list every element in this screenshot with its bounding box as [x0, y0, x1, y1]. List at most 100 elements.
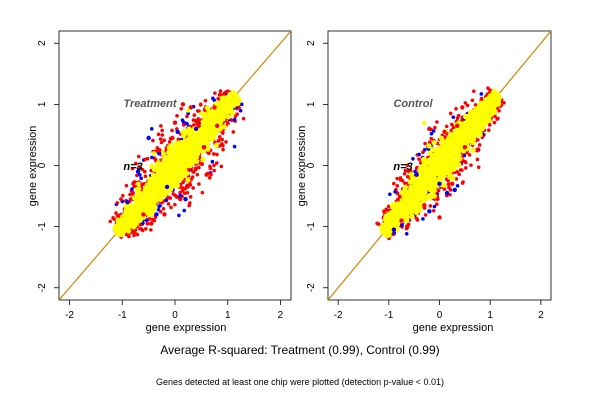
- data-point: [160, 133, 165, 137]
- data-point: [411, 157, 415, 161]
- outlier-point: [188, 105, 194, 110]
- data-point: [463, 166, 468, 170]
- data-point: [410, 185, 416, 191]
- data-point: [183, 162, 189, 169]
- data-point: [190, 175, 195, 179]
- data-point: [159, 140, 164, 145]
- data-point: [123, 225, 129, 231]
- data-point: [209, 112, 216, 118]
- data-point: [141, 221, 145, 225]
- data-point: [493, 114, 497, 119]
- data-point: [171, 167, 177, 173]
- data-point: [400, 178, 405, 183]
- data-point: [208, 133, 214, 139]
- data-point: [402, 205, 408, 211]
- data-point: [135, 194, 141, 200]
- data-point: [197, 165, 201, 170]
- data-point: [474, 111, 480, 117]
- data-point: [395, 183, 400, 188]
- data-point: [405, 163, 410, 168]
- data-point: [451, 115, 456, 119]
- outlier-point: [164, 184, 170, 190]
- y-axis-title: gene expression: [27, 126, 39, 207]
- data-point: [164, 198, 169, 203]
- data-point: [185, 153, 191, 159]
- data-point: [195, 172, 200, 177]
- data-point: [417, 157, 421, 161]
- outlier-point: [439, 138, 445, 144]
- data-point: [404, 211, 410, 217]
- data-point: [139, 197, 145, 203]
- outlier-point: [427, 126, 432, 132]
- y-axis-title: gene expression: [296, 126, 308, 207]
- data-point: [154, 165, 161, 172]
- data-point: [442, 187, 447, 191]
- data-point: [453, 128, 460, 134]
- data-point: [135, 173, 139, 178]
- data-point: [156, 132, 161, 137]
- outlier-point: [462, 144, 468, 150]
- data-point: [455, 116, 460, 121]
- data-point: [172, 140, 179, 147]
- data-point: [165, 158, 171, 164]
- data-point: [195, 109, 200, 113]
- data-point: [197, 182, 201, 186]
- x-tick-label: 2: [538, 310, 544, 321]
- data-point: [185, 114, 189, 119]
- data-point: [170, 128, 174, 133]
- data-point: [144, 204, 150, 210]
- data-point: [419, 193, 425, 199]
- data-point: [108, 219, 113, 224]
- data-point: [404, 217, 410, 223]
- data-point: [446, 182, 451, 186]
- outlier-point: [135, 169, 141, 174]
- data-point: [136, 154, 141, 159]
- data-point: [181, 133, 187, 139]
- data-point: [167, 152, 173, 158]
- data-point: [221, 147, 225, 152]
- data-point: [455, 183, 460, 188]
- outlier-point: [141, 212, 146, 217]
- data-point: [213, 100, 220, 106]
- x-tick-label: -1: [384, 310, 393, 321]
- data-point: [181, 180, 185, 185]
- data-point: [429, 152, 435, 158]
- data-point: [207, 176, 212, 180]
- data-point: [464, 121, 470, 127]
- data-point: [482, 100, 488, 106]
- data-point: [175, 113, 179, 118]
- outlier-point: [422, 120, 427, 125]
- data-point: [145, 200, 151, 206]
- data-point: [182, 123, 186, 127]
- data-point: [173, 202, 177, 207]
- data-point: [217, 138, 221, 143]
- data-point: [427, 194, 434, 200]
- data-point: [413, 192, 419, 198]
- data-point: [179, 106, 184, 111]
- data-point: [135, 232, 140, 237]
- data-point: [152, 184, 158, 191]
- data-point: [149, 127, 154, 131]
- data-point: [150, 217, 155, 222]
- data-point: [396, 212, 402, 218]
- x-tick-label: -2: [65, 310, 74, 321]
- data-point: [208, 166, 213, 171]
- data-point: [158, 182, 164, 188]
- y-tick-label: -1: [306, 222, 317, 231]
- outlier-point: [212, 105, 217, 110]
- detection-footnote: Genes detected at least one chip were pl…: [156, 377, 444, 387]
- data-point: [136, 186, 142, 192]
- data-point: [409, 213, 415, 220]
- data-point: [216, 96, 220, 101]
- data-point: [456, 162, 462, 168]
- data-point: [162, 192, 168, 198]
- data-point: [457, 156, 463, 162]
- data-point: [480, 122, 486, 128]
- data-point: [428, 178, 434, 184]
- data-point: [407, 201, 414, 207]
- data-point: [148, 176, 154, 182]
- outlier-point: [130, 190, 136, 196]
- data-point: [194, 130, 200, 137]
- data-point: [180, 129, 186, 135]
